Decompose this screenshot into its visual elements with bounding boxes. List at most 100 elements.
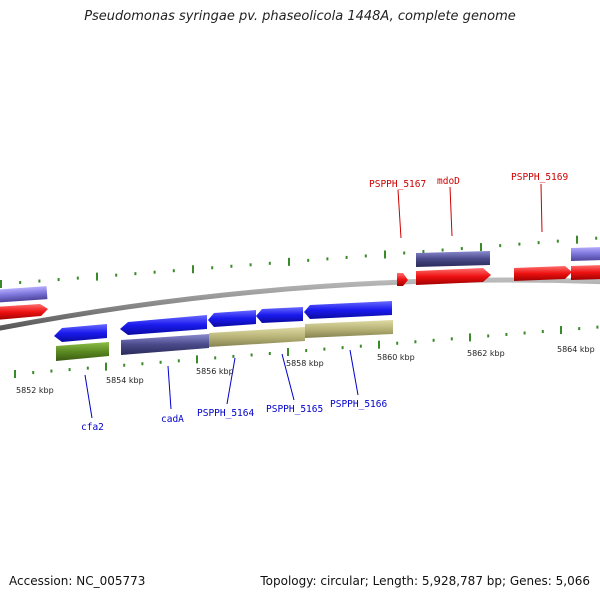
minor-tick <box>460 247 463 251</box>
major-tick <box>14 370 16 378</box>
leader-line <box>449 186 453 237</box>
major-tick <box>384 250 386 259</box>
minor-tick <box>523 331 526 335</box>
minor-tick <box>396 341 399 345</box>
leader-line <box>540 183 543 233</box>
minor-tick <box>432 338 435 342</box>
minor-tick <box>487 334 490 338</box>
minor-tick <box>32 371 35 375</box>
minor-tick <box>364 254 367 258</box>
leader-line <box>397 189 402 239</box>
scale-labels: 5852 kbp 5854 kbp 5856 kbp 5858 kbp 5860… <box>16 345 595 395</box>
minor-tick <box>556 239 559 243</box>
minor-tick <box>38 279 41 283</box>
forward-cds <box>514 266 572 281</box>
major-tick <box>196 355 198 364</box>
scale-ticks <box>0 235 599 378</box>
minor-tick <box>76 276 79 280</box>
minor-tick <box>499 244 502 248</box>
major-tick <box>469 333 471 342</box>
scale-label: 5862 kbp <box>467 349 505 358</box>
gene-label-pspph-5166[interactable]: PSPPH_5166 <box>330 399 387 410</box>
minor-tick <box>323 347 326 351</box>
major-tick <box>480 243 482 252</box>
feature-block <box>121 334 209 355</box>
gene-label-pspph-5164[interactable]: PSPPH_5164 <box>197 408 254 419</box>
major-tick <box>0 280 2 288</box>
scale-label: 5854 kbp <box>106 376 144 385</box>
leader-line <box>281 353 295 401</box>
minor-tick <box>232 354 235 358</box>
feature-block <box>416 251 490 267</box>
major-tick <box>288 257 290 266</box>
leader-line <box>226 357 236 405</box>
gene-label-leaders <box>84 183 543 419</box>
gene-label-cfa2[interactable]: cfa2 <box>81 422 104 433</box>
minor-tick <box>159 360 162 364</box>
minor-tick <box>518 242 521 246</box>
minor-tick <box>211 266 214 270</box>
leader-line <box>84 374 93 419</box>
minor-tick <box>403 251 406 255</box>
minor-tick <box>596 325 599 329</box>
minor-tick <box>172 269 175 273</box>
major-tick <box>105 362 107 371</box>
gene-label-pspph-5165[interactable]: PSPPH_5165 <box>266 404 323 415</box>
gene-labels: PSPPH_5167 mdoD PSPPH_5169 cfa2 cadA PSP… <box>81 172 568 433</box>
reverse-cds <box>120 315 207 335</box>
feature-track <box>0 247 600 361</box>
forward-cds <box>397 273 408 286</box>
minor-tick <box>153 270 156 274</box>
major-tick <box>576 235 578 244</box>
reverse-cds <box>256 307 303 323</box>
minor-tick <box>326 257 329 261</box>
gene-label-pspph-5169[interactable]: PSPPH_5169 <box>511 172 568 183</box>
minor-tick <box>249 263 252 267</box>
minor-tick <box>68 368 71 372</box>
leader-line <box>167 365 172 410</box>
minor-tick <box>50 369 53 373</box>
minor-tick <box>230 264 233 268</box>
minor-tick <box>422 250 425 254</box>
minor-tick <box>250 353 253 357</box>
minor-tick <box>541 330 544 334</box>
minor-tick <box>450 337 453 341</box>
minor-tick <box>595 236 598 240</box>
major-tick <box>560 326 562 335</box>
genome-backbone <box>0 277 600 331</box>
gene-label-mdod[interactable]: mdoD <box>437 176 460 187</box>
scale-label: 5852 kbp <box>16 386 54 395</box>
minor-tick <box>505 332 508 336</box>
minor-tick <box>86 366 89 370</box>
major-tick <box>378 340 380 349</box>
map-title: Pseudomonas syringae pv. phaseolicola 14… <box>84 9 516 24</box>
minor-tick <box>341 346 344 350</box>
scale-label: 5860 kbp <box>377 353 415 362</box>
minor-tick <box>268 351 271 355</box>
feature-block <box>571 247 600 261</box>
feature-block <box>209 327 305 347</box>
minor-tick <box>537 241 540 245</box>
forward-cds <box>571 265 600 280</box>
minor-tick <box>578 327 581 331</box>
feature-block <box>305 320 393 338</box>
reverse-cds <box>208 310 256 327</box>
gene-label-pspph-5167[interactable]: PSPPH_5167 <box>369 179 426 190</box>
major-tick <box>96 272 98 281</box>
minor-tick <box>19 281 22 285</box>
minor-tick <box>359 344 362 348</box>
minor-tick <box>123 363 126 367</box>
minor-tick <box>214 356 217 360</box>
gene-label-cada[interactable]: cadA <box>161 414 184 425</box>
minor-tick <box>268 261 271 265</box>
minor-tick <box>441 248 444 252</box>
reverse-cds <box>304 301 392 319</box>
minor-tick <box>115 273 118 277</box>
minor-tick <box>307 258 310 262</box>
scale-label: 5858 kbp <box>286 359 324 368</box>
leader-line <box>349 349 359 396</box>
minor-tick <box>305 349 308 353</box>
scale-label: 5864 kbp <box>557 345 595 354</box>
